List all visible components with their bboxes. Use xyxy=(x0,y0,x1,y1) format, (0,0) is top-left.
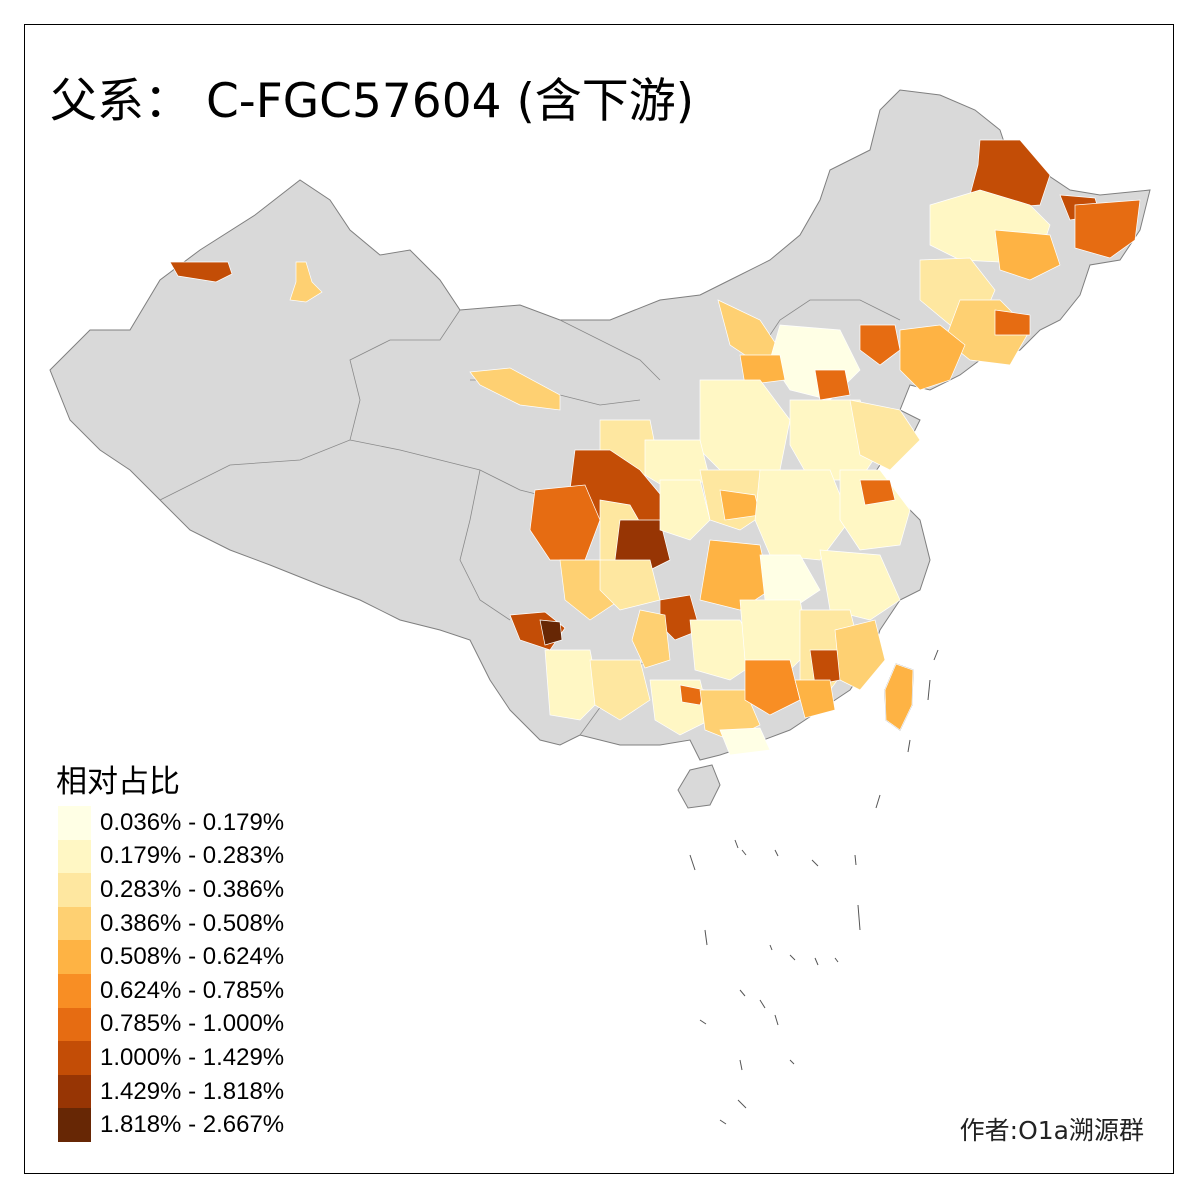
legend-swatch xyxy=(58,873,91,907)
legend-item: 1.818% - 2.667% xyxy=(58,1108,284,1142)
legend-swatch xyxy=(58,839,91,874)
region-patch xyxy=(289,261,323,303)
region-patch xyxy=(794,679,836,719)
base-hainan xyxy=(677,764,721,809)
region-patch xyxy=(739,354,786,386)
legend-label: 0.624% - 0.785% xyxy=(100,976,285,1004)
legend-label: 0.283% - 0.386% xyxy=(100,875,285,903)
legend-swatch xyxy=(58,806,91,840)
legend-label: 0.386% - 0.508% xyxy=(100,909,285,937)
legend-item: 0.036% - 0.179% xyxy=(58,806,284,840)
legend-item: 0.386% - 0.508% xyxy=(58,906,285,941)
legend-item: 1.429% - 1.818% xyxy=(58,1074,285,1109)
legend-swatch xyxy=(58,1007,91,1042)
region-patch xyxy=(994,229,1061,281)
region-patch xyxy=(884,663,914,731)
region-patch xyxy=(814,369,851,401)
legend-item: 0.283% - 0.386% xyxy=(58,873,284,907)
region-patch xyxy=(754,469,851,561)
legend-swatch xyxy=(58,906,91,941)
legend-label: 0.179% - 0.283% xyxy=(100,842,285,870)
legend-swatch xyxy=(58,940,91,974)
legend-item: 0.179% - 0.283% xyxy=(58,839,285,874)
map-title: 父系： C-FGC57604 (含下游) xyxy=(50,74,695,129)
region-patch xyxy=(899,324,966,391)
region-patch xyxy=(859,479,896,506)
legend-item: 1.000% - 1.429% xyxy=(58,1041,284,1075)
region-patch xyxy=(599,559,661,611)
legend-swatch xyxy=(58,1074,91,1109)
legend-swatch xyxy=(58,1041,91,1075)
region-patch xyxy=(759,554,821,611)
region-patch xyxy=(631,609,671,669)
legend-title: 相对占比 xyxy=(56,764,180,800)
region-patch xyxy=(994,309,1031,336)
region-patch xyxy=(659,479,711,541)
legend-swatch xyxy=(58,1108,91,1142)
region-patch xyxy=(544,649,601,721)
legend-item: 0.508% - 0.624% xyxy=(58,940,284,974)
legend: 0.036% - 0.179% 0.179% - 0.283% 0.283% -… xyxy=(58,806,284,1142)
author-credit: 作者:O1a溯源群 xyxy=(959,1116,1144,1145)
region-patch xyxy=(859,324,901,366)
region-patch xyxy=(469,367,561,411)
region-patch xyxy=(819,549,901,621)
region-patch xyxy=(834,619,886,691)
region-patch xyxy=(539,619,563,646)
legend-label: 1.818% - 2.667% xyxy=(100,1111,285,1139)
region-patch xyxy=(849,399,921,471)
legend-item: 0.785% - 1.000% xyxy=(58,1007,285,1042)
region-patch xyxy=(679,684,706,706)
colored-regions xyxy=(169,139,1141,756)
legend-swatch xyxy=(58,973,91,1008)
legend-label: 0.036% - 0.179% xyxy=(100,808,285,836)
legend-label: 0.508% - 0.624% xyxy=(100,943,285,971)
legend-item: 0.624% - 0.785% xyxy=(58,973,285,1008)
region-patch xyxy=(169,261,233,283)
region-patch xyxy=(1074,199,1141,259)
region-patch xyxy=(719,727,771,756)
legend-label: 0.785% - 1.000% xyxy=(100,1010,285,1038)
region-patch xyxy=(589,659,651,721)
legend-label: 1.429% - 1.818% xyxy=(100,1077,285,1105)
islands xyxy=(689,649,939,1125)
region-patch xyxy=(744,659,801,716)
legend-label: 1.000% - 1.429% xyxy=(100,1043,285,1071)
